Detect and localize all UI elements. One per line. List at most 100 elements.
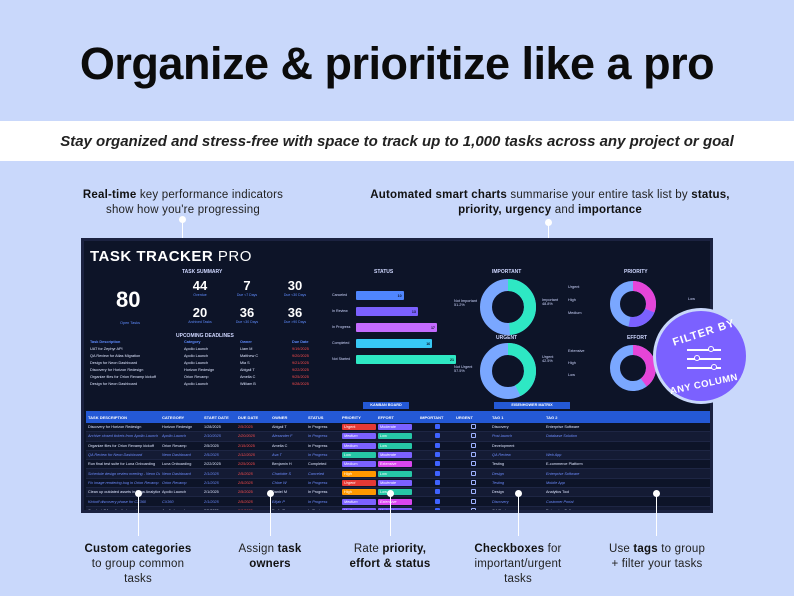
column-header[interactable]: STATUS — [308, 414, 324, 420]
column-header[interactable]: TAG 2 — [546, 414, 558, 420]
desc-cell[interactable]: Discovery for Horizon Redesign — [88, 425, 142, 430]
priority-dropdown[interactable]: Low — [340, 452, 376, 459]
column-header[interactable]: TAG 1 — [492, 414, 504, 420]
due-cell[interactable]: 2/15/2025 — [238, 443, 255, 448]
cat-cell[interactable]: Apollo Launch — [162, 508, 187, 513]
cat-cell[interactable]: Orion Revamp — [162, 480, 187, 485]
tag1-cell[interactable]: Discovery — [492, 425, 509, 430]
owner-cell[interactable]: Charlotte S — [272, 471, 291, 476]
status-cell[interactable]: In Progress — [308, 499, 328, 504]
status-cell[interactable]: Completed — [308, 462, 327, 467]
cat-cell[interactable]: Luna Onboarding — [162, 462, 192, 467]
priority-dropdown[interactable]: Medium — [340, 507, 376, 510]
column-header[interactable]: CATEGORY — [162, 414, 185, 420]
urgent-checkbox[interactable] — [454, 479, 490, 486]
cat-cell[interactable]: Apollo Launch — [162, 490, 187, 495]
tag1-cell[interactable]: Post-launch — [492, 434, 513, 439]
tag2-cell[interactable]: Enterprise Software — [546, 471, 580, 476]
status-cell[interactable]: In Progress — [308, 443, 328, 448]
effort-dropdown[interactable]: Moderate — [376, 452, 418, 459]
due-cell[interactable]: 2/12/2025 — [238, 453, 255, 458]
due-cell[interactable]: 2/25/2025 — [238, 462, 255, 467]
important-checkbox[interactable] — [418, 489, 454, 495]
eisenhower-matrix-button[interactable]: EISENHOWER MATRIX — [494, 402, 570, 409]
kanban-board-button[interactable]: KANBAN BOARD — [363, 402, 409, 409]
start-cell[interactable]: 2/22/2025 — [204, 462, 221, 467]
urgent-checkbox[interactable] — [454, 470, 490, 477]
urgent-checkbox[interactable] — [454, 461, 490, 467]
cat-cell[interactable]: Apollo Launch — [162, 434, 187, 439]
owner-cell[interactable]: Chloe W — [272, 480, 287, 485]
owner-cell[interactable]: Benjamin H — [272, 462, 292, 467]
important-checkbox[interactable] — [418, 461, 454, 467]
due-cell[interactable]: 2/8/2025 — [238, 508, 253, 513]
start-cell[interactable]: 2/5/2025 — [204, 508, 219, 513]
start-cell[interactable]: 2/1/2025 — [204, 490, 219, 495]
cat-cell[interactable]: CX360 — [162, 499, 174, 504]
start-cell[interactable]: 2/5/2025 — [204, 443, 219, 448]
owner-cell[interactable]: Elijah P — [272, 499, 285, 504]
tag2-cell[interactable]: Analytics Tool — [546, 490, 570, 495]
column-header[interactable]: START DATE — [204, 414, 229, 420]
start-cell[interactable]: 2/1/2025 — [204, 471, 219, 476]
tag1-cell[interactable]: Design — [492, 490, 504, 495]
due-cell[interactable]: 2/5/2025 — [238, 499, 253, 504]
cat-cell[interactable]: Orion Revamp — [162, 443, 187, 448]
tag2-cell[interactable]: Enterprise Software — [546, 508, 580, 513]
important-checkbox[interactable] — [418, 424, 454, 430]
tag1-cell[interactable]: Development — [492, 443, 515, 448]
owner-cell[interactable]: Daniel M — [272, 490, 287, 495]
important-checkbox[interactable] — [418, 479, 454, 486]
desc-cell[interactable]: Clean up outdated assets in Vega Analyti… — [88, 490, 160, 495]
desc-cell[interactable]: Fix image rendering bug in Orion Revamp — [88, 480, 159, 485]
tag2-cell[interactable]: Web App — [546, 453, 562, 458]
desc-cell[interactable]: Organize files for Orion Revamp kickoff — [88, 443, 154, 448]
status-cell[interactable]: In Progress — [308, 490, 328, 495]
priority-dropdown[interactable]: Medium — [340, 433, 376, 440]
effort-dropdown[interactable]: Extensive — [376, 461, 418, 468]
desc-cell[interactable]: Conduct QA on Apollo Launch — [88, 508, 139, 513]
due-cell[interactable]: 2/20/2025 — [238, 434, 255, 439]
start-cell[interactable]: 2/10/2025 — [204, 434, 221, 439]
column-header[interactable]: IMPORTANT — [420, 414, 444, 420]
start-cell[interactable]: 1/28/2025 — [204, 425, 221, 430]
column-header[interactable]: EFFORT — [378, 414, 394, 420]
urgent-checkbox[interactable] — [454, 452, 490, 458]
important-checkbox[interactable] — [418, 442, 454, 449]
start-cell[interactable]: 2/1/2025 — [204, 499, 219, 504]
desc-cell[interactable]: QA Review for Neon Dashboard — [88, 453, 143, 458]
effort-dropdown[interactable]: Low — [376, 433, 418, 440]
desc-cell[interactable]: Run final test suite for Luna Onboarding — [88, 462, 156, 467]
cat-cell[interactable]: Horizon Redesign — [162, 425, 193, 430]
urgent-checkbox[interactable] — [454, 433, 490, 439]
column-header[interactable]: TASK DESCRIPTION — [88, 414, 128, 420]
status-cell[interactable]: Canceled — [308, 471, 325, 476]
tag1-cell[interactable]: Discovery — [492, 499, 509, 504]
tag2-cell[interactable]: E-commerce Platform — [546, 462, 583, 467]
priority-dropdown[interactable]: Medium — [340, 442, 376, 449]
owner-cell[interactable]: Abigail T — [272, 425, 287, 430]
effort-dropdown[interactable]: Moderate — [376, 479, 418, 486]
tag2-cell[interactable]: Customer Portal — [546, 499, 574, 504]
effort-dropdown[interactable]: Moderate — [376, 424, 418, 431]
due-cell[interactable]: 2/5/2025 — [238, 425, 253, 430]
effort-dropdown[interactable]: Moderate — [376, 507, 418, 510]
effort-dropdown[interactable]: Low — [376, 470, 418, 477]
column-header[interactable]: OWNER — [272, 414, 288, 420]
tag1-cell[interactable]: Design — [492, 471, 504, 476]
status-cell[interactable]: In Progress — [308, 480, 328, 485]
effort-dropdown[interactable]: Extensive — [376, 498, 418, 505]
urgent-checkbox[interactable] — [454, 507, 490, 510]
urgent-checkbox[interactable] — [454, 424, 490, 430]
column-header[interactable]: DUE DATE — [238, 414, 259, 420]
desc-cell[interactable]: Schedule design review meeting - Neon Da… — [88, 471, 160, 476]
important-checkbox[interactable] — [418, 433, 454, 439]
important-checkbox[interactable] — [418, 452, 454, 458]
important-checkbox[interactable] — [418, 498, 454, 505]
tag1-cell[interactable]: Testing — [492, 480, 505, 485]
priority-dropdown[interactable]: Medium — [340, 498, 376, 505]
priority-dropdown[interactable]: Urgent — [340, 424, 376, 431]
owner-cell[interactable]: Emily R — [272, 508, 286, 513]
column-header[interactable]: URGENT — [456, 414, 473, 420]
tag1-cell[interactable]: QA Review — [492, 508, 511, 513]
